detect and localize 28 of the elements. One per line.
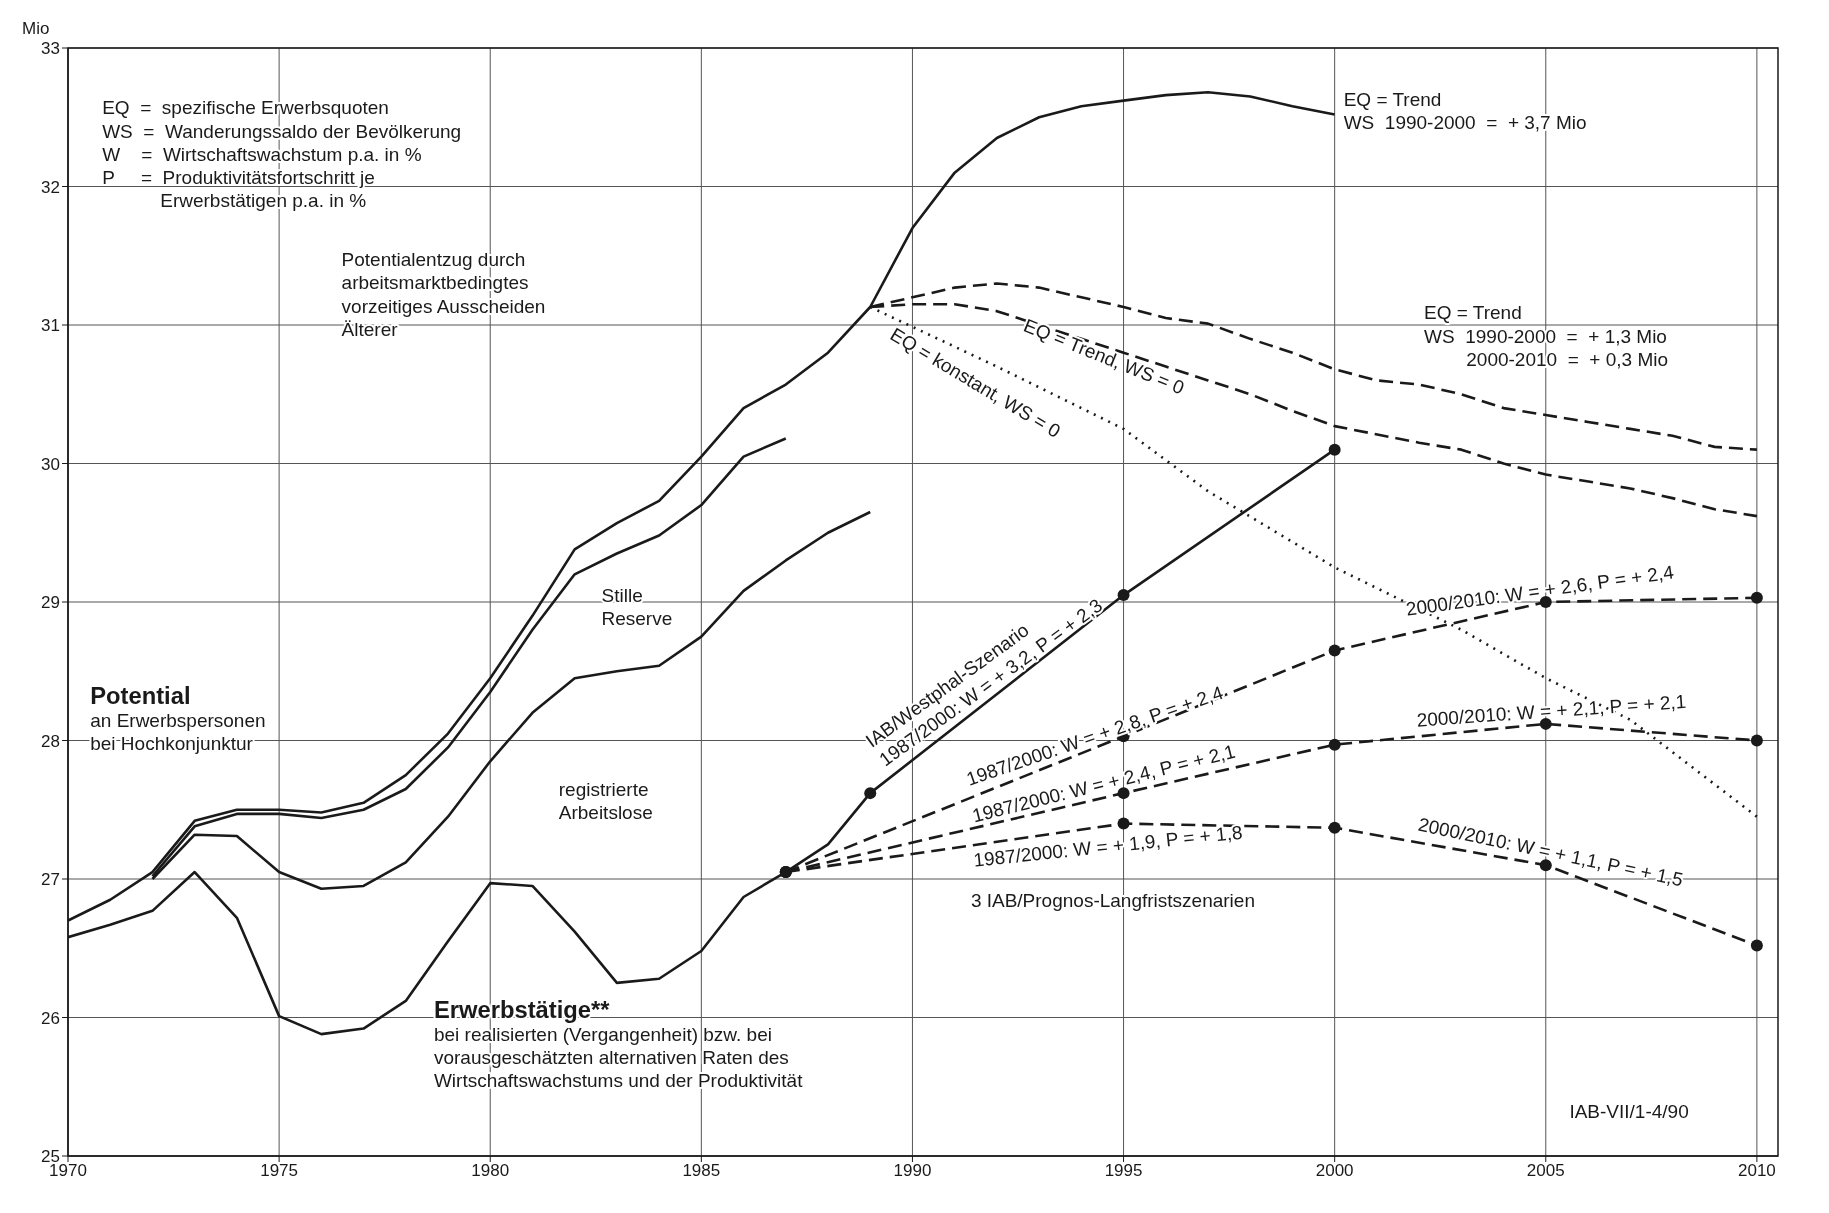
annotation: IAB-VII/1-4/90: [1569, 1101, 1689, 1123]
y-tick-label: 29: [41, 593, 60, 613]
x-tick-label: 1995: [1104, 1161, 1143, 1181]
y-tick-label: 26: [41, 1008, 60, 1028]
annotation: EQ = spezifische Erwerbsquoten WS = Wanderungssaldo der Bevölkerung W = Wirtschaftswachstum p.a. in % P = Produktivitätsfortschritt je Erwerbstätigen p.a. in %: [102, 97, 462, 212]
y-tick-label: 33: [41, 39, 60, 59]
annotation: Potentialentzug durch arbeitsmarktbedingtes vorzeitiges Ausscheiden Älterer: [341, 249, 546, 340]
annotation: Stille Reserve: [601, 585, 673, 630]
y-tick-label: 28: [41, 731, 60, 751]
y-tick-label: 27: [41, 870, 60, 890]
x-tick-label: 2000: [1315, 1161, 1354, 1181]
y-tick-label: 30: [41, 454, 60, 474]
annotation: 2000/2010: W = + 2,6, P = + 2,4: [1404, 561, 1676, 620]
x-tick-label: 1980: [471, 1161, 510, 1181]
x-tick-label: 1985: [682, 1161, 721, 1181]
x-tick-label: 2010: [1737, 1161, 1776, 1181]
annotation: 2000/2010: W = + 2,1, P = + 2,1: [1416, 690, 1687, 731]
annotation: EQ = Trend WS 1990-2000 = + 3,7 Mio: [1343, 88, 1587, 133]
annotation: registrierte Arbeitslose: [558, 778, 653, 824]
y-tick-label: 32: [41, 177, 60, 197]
annotation: EQ = Trend WS 1990-2000 = + 1,3 Mio 2000-2010 = + 0,3 Mio: [1424, 302, 1669, 370]
y-axis-title: Mio: [22, 19, 50, 38]
annotation: 1987/2000: W = + 1,9, P = + 1,8: [972, 821, 1244, 871]
annotation: 2000/2010: W = + 1,1, P = + 1,5: [1416, 813, 1685, 891]
x-tick-label: 1975: [260, 1161, 299, 1181]
y-tick-label: 31: [41, 316, 60, 336]
x-tick-label: 2005: [1526, 1161, 1565, 1181]
x-tick-label: 1990: [893, 1161, 932, 1181]
